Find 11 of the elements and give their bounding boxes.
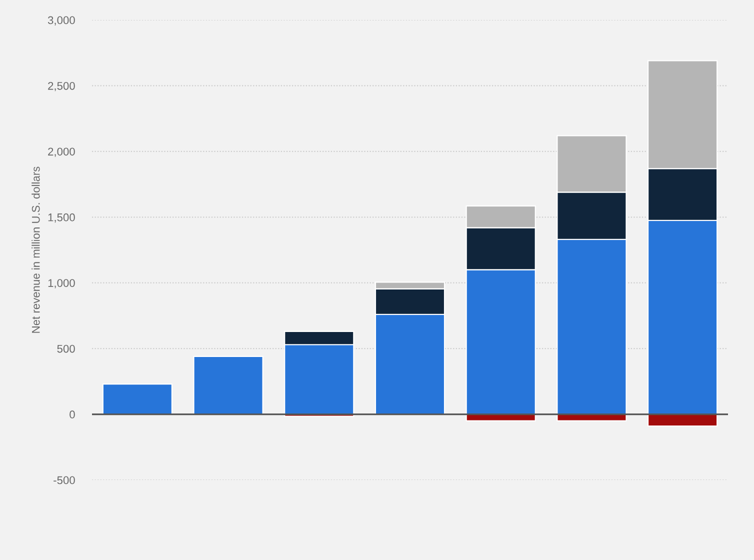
- bar: [193, 356, 264, 415]
- y-tick-label: 2,000: [48, 148, 75, 157]
- y-tick-label: 2,500: [48, 82, 75, 92]
- y-tick-label: -500: [54, 476, 75, 484]
- y-tick-label: 1,000: [48, 279, 75, 288]
- y-axis-title: Net revenue in million U.S. dollars: [32, 166, 40, 333]
- y-tick-label: 0: [70, 410, 75, 418]
- y-tick-label: 500: [57, 344, 75, 353]
- y-tick-label: 1,500: [48, 213, 75, 223]
- bar: [102, 384, 173, 415]
- y-tick-label: 3,000: [48, 16, 75, 26]
